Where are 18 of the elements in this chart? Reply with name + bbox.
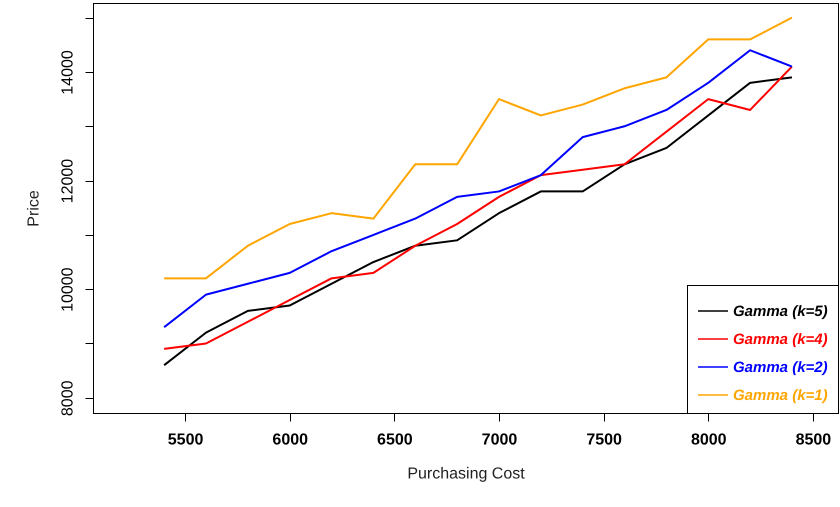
legend-label: Gamma (k=5) — [733, 303, 828, 320]
y-axis-title: Price — [26, 190, 42, 227]
y-tick-label: 8000 — [60, 380, 76, 416]
x-axis-title: Purchasing Cost — [407, 466, 526, 482]
x-tick-label: 7500 — [586, 432, 622, 448]
x-tick-label: 6000 — [272, 432, 308, 448]
line-series — [163, 16, 793, 280]
y-tick-label: 10000 — [60, 267, 76, 312]
legend-label: Gamma (k=1) — [733, 387, 828, 404]
x-tick-label: 7000 — [482, 432, 518, 448]
y-tick-label: 14000 — [60, 50, 76, 95]
legend-label: Gamma (k=2) — [733, 359, 828, 376]
x-tick-label: 8000 — [690, 432, 727, 448]
x-tick-label: 8500 — [796, 432, 832, 448]
x-tick-label: 5500 — [168, 432, 204, 448]
legend-label: Gamma (k=4) — [733, 331, 828, 348]
y-tick-label: 12000 — [60, 158, 76, 204]
x-tick-label: 6500 — [377, 432, 413, 448]
